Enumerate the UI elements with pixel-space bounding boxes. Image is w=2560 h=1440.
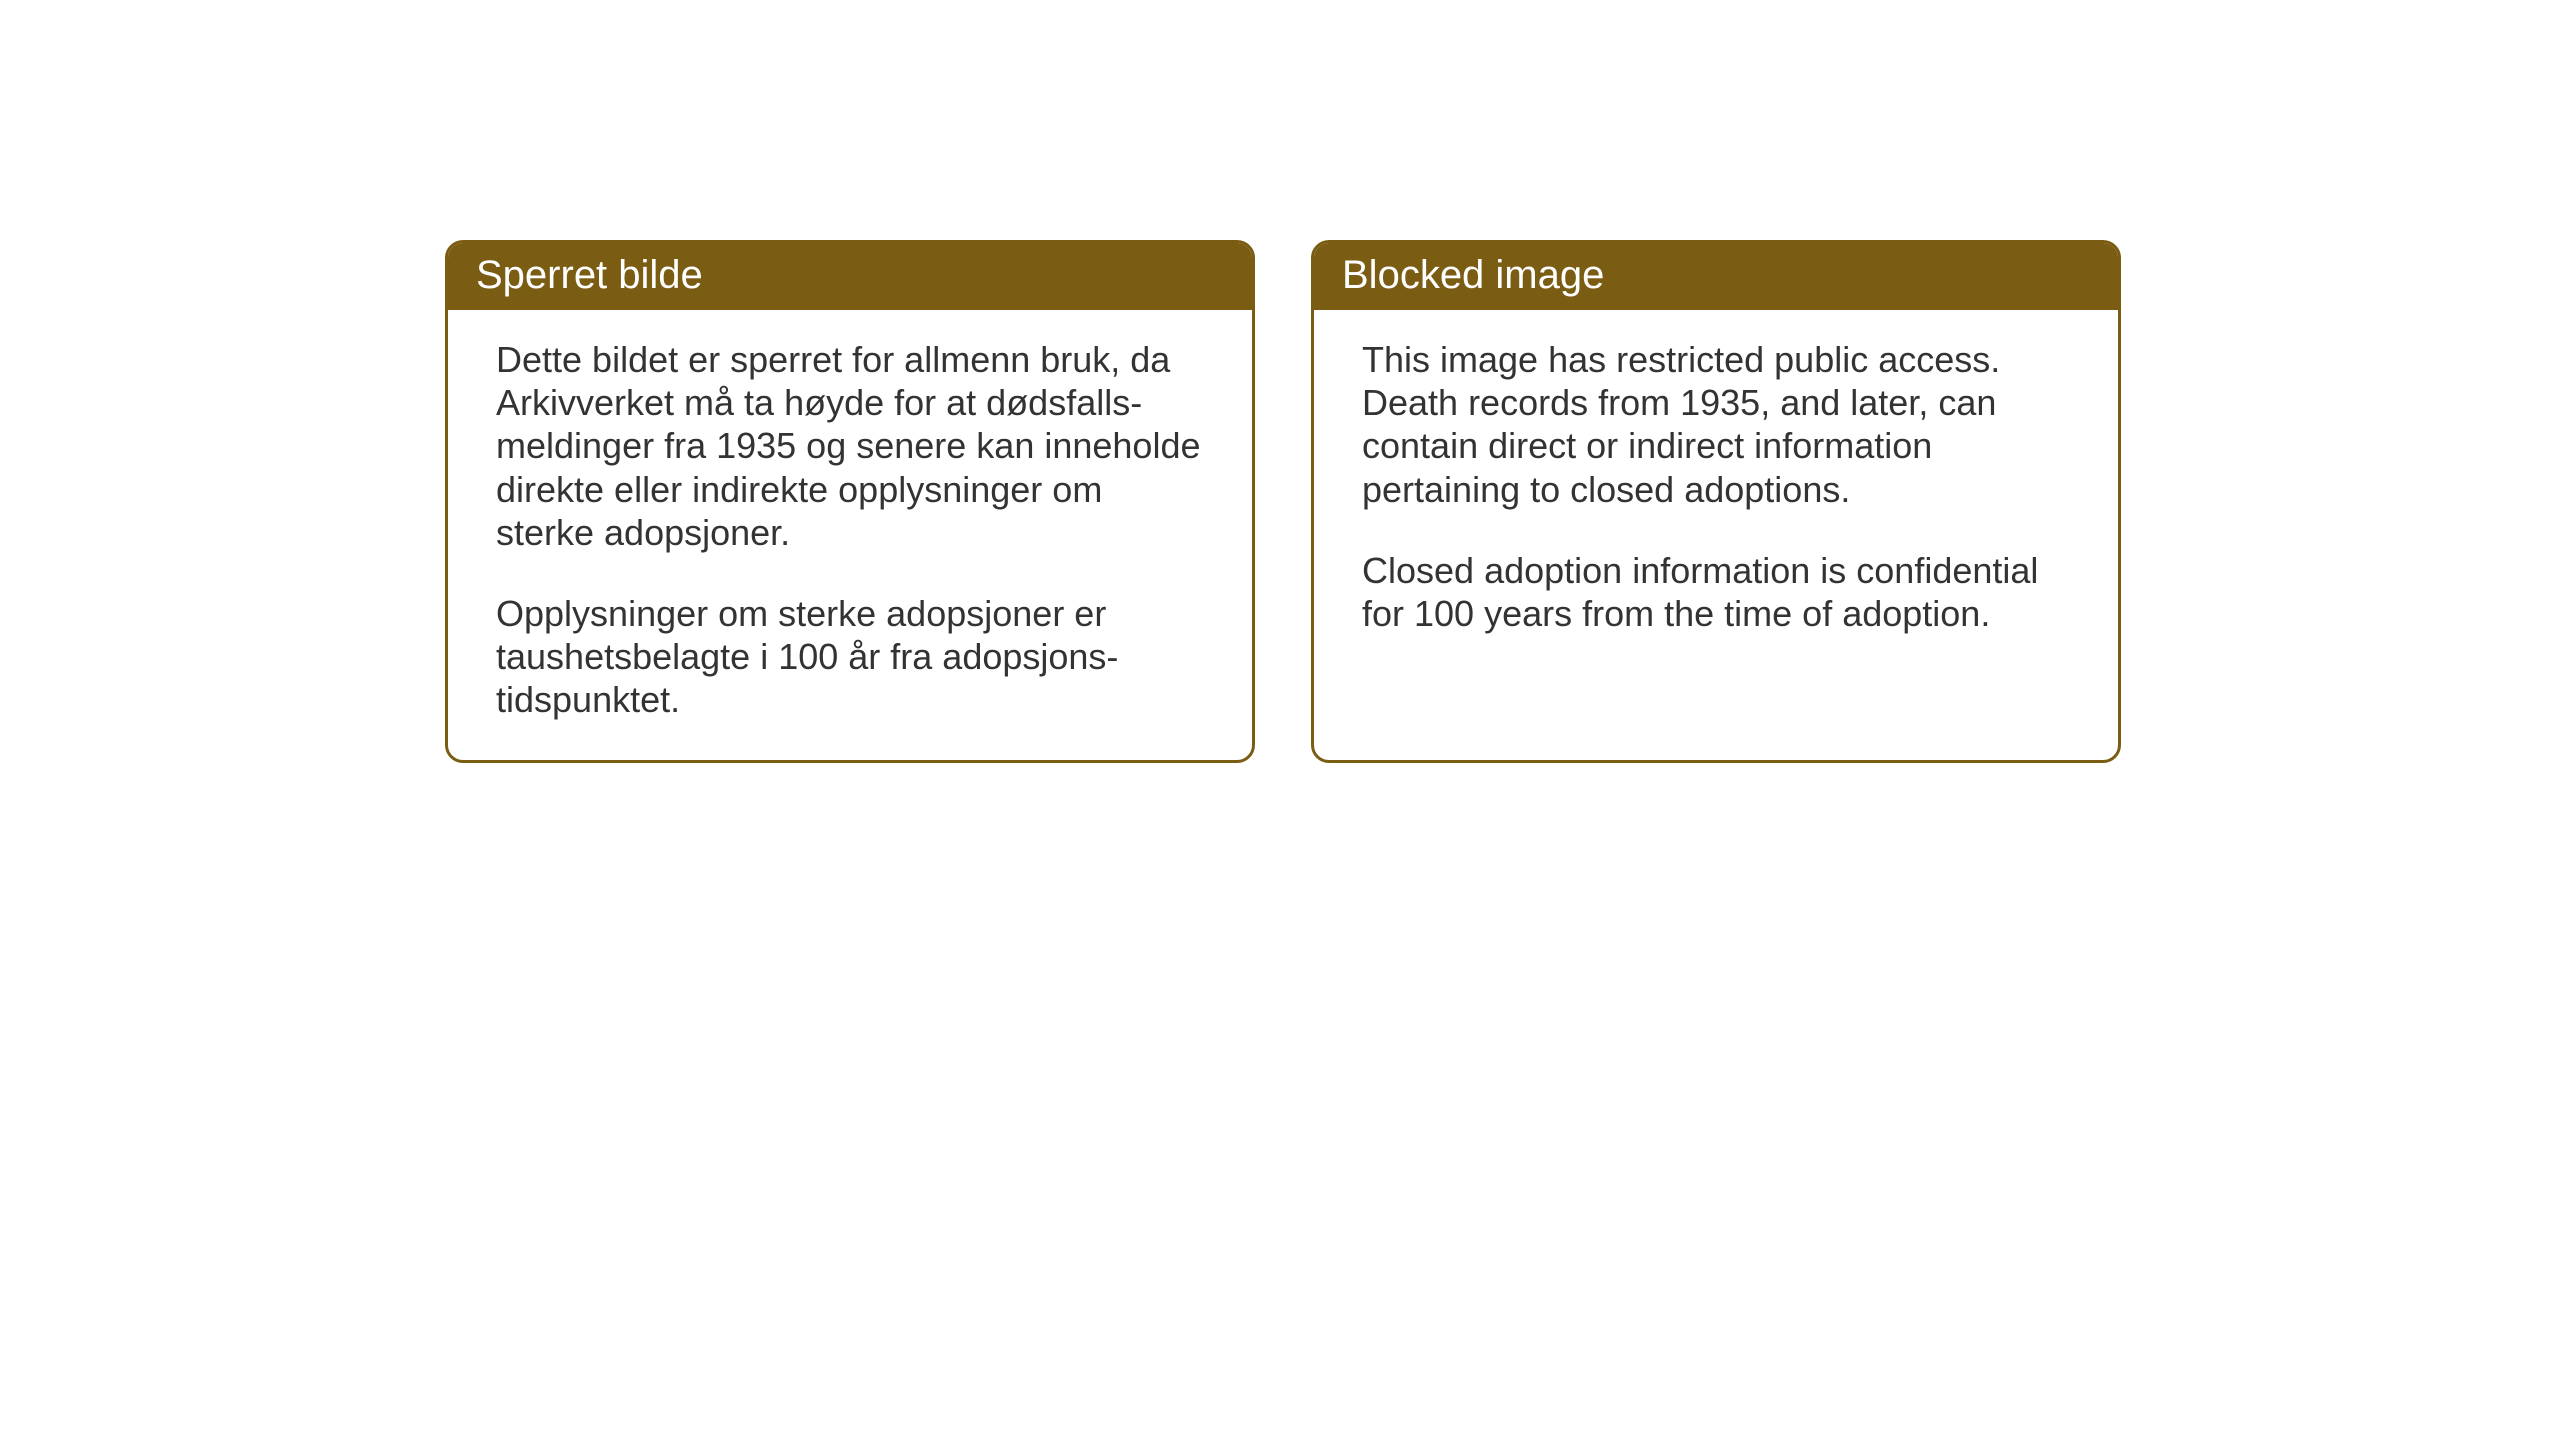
card-header-norwegian: Sperret bilde bbox=[448, 243, 1252, 310]
card-body-english: This image has restricted public access.… bbox=[1314, 310, 2118, 673]
paragraph-2-english: Closed adoption information is confident… bbox=[1362, 549, 2076, 635]
card-title-norwegian: Sperret bilde bbox=[476, 253, 703, 297]
paragraph-2-norwegian: Opplysninger om sterke adopsjoner er tau… bbox=[496, 592, 1210, 722]
paragraph-1-english: This image has restricted public access.… bbox=[1362, 338, 2076, 511]
paragraph-1-norwegian: Dette bildet er sperret for allmenn bruk… bbox=[496, 338, 1210, 554]
card-title-english: Blocked image bbox=[1342, 253, 1604, 297]
card-header-english: Blocked image bbox=[1314, 243, 2118, 310]
notice-container: Sperret bilde Dette bildet er sperret fo… bbox=[445, 240, 2121, 763]
notice-card-english: Blocked image This image has restricted … bbox=[1311, 240, 2121, 763]
card-body-norwegian: Dette bildet er sperret for allmenn bruk… bbox=[448, 310, 1252, 760]
notice-card-norwegian: Sperret bilde Dette bildet er sperret fo… bbox=[445, 240, 1255, 763]
